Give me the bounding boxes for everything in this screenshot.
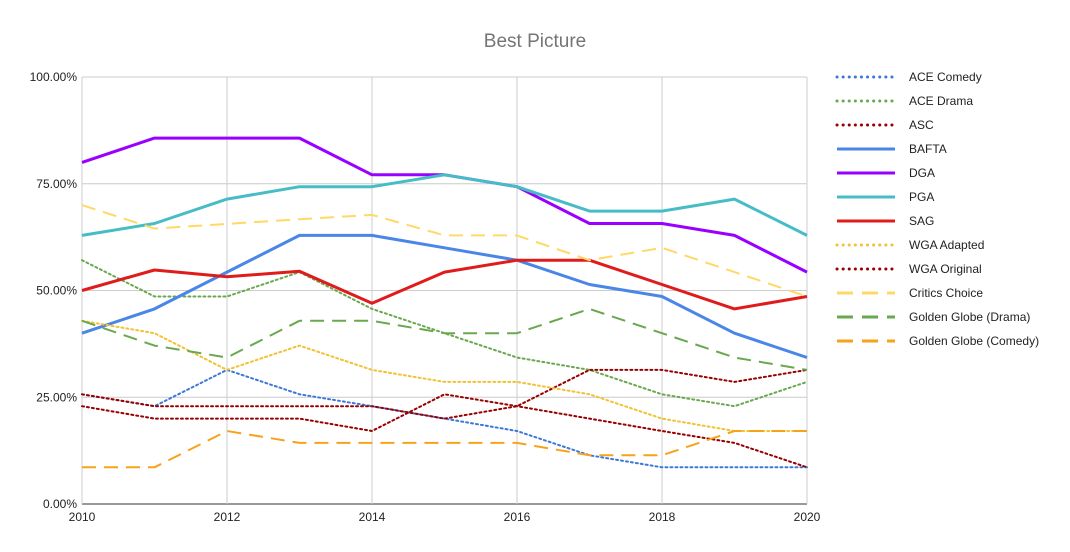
axes: 0.00% 25.00% 50.00% 75.00% 100.00% 2010 2012 20… xyxy=(30,70,821,524)
legend-label: DGA xyxy=(909,166,935,180)
series-line-critics-choice xyxy=(81,204,808,298)
x-tick-label: 2016 xyxy=(504,510,531,524)
legend-label: WGA Original xyxy=(909,262,982,276)
legend-label: PGA xyxy=(909,190,934,204)
x-tick-label: 2020 xyxy=(794,510,821,524)
legend-label: ASC xyxy=(909,118,934,132)
series-line-bafta xyxy=(81,233,808,359)
legend-label: Golden Globe (Drama) xyxy=(909,310,1030,324)
legend-label: Critics Choice xyxy=(909,286,983,300)
series-line-wga-adapted xyxy=(81,319,808,432)
series-line-ace-comedy xyxy=(81,368,808,469)
legend-label: WGA Adapted xyxy=(909,238,984,252)
legend-label: BAFTA xyxy=(909,142,947,156)
legend-label: SAG xyxy=(909,214,934,228)
x-tick-label: 2012 xyxy=(214,510,241,524)
series-line-wga-original xyxy=(81,393,808,469)
series-line-golden-globe-drama xyxy=(81,307,808,371)
y-tick-label: 25.00% xyxy=(36,390,77,404)
legend-label: ACE Comedy xyxy=(909,70,982,84)
chart-title: Best Picture xyxy=(484,31,586,52)
series-line-sag xyxy=(81,258,808,311)
series-line-golden-globe-comedy xyxy=(82,430,807,469)
y-tick-label: 0.00% xyxy=(43,497,77,511)
y-tick-label: 50.00% xyxy=(36,284,77,298)
y-tick-label: 75.00% xyxy=(36,177,77,191)
x-tick-label: 2018 xyxy=(649,510,676,524)
y-tick-label: 100.00% xyxy=(30,70,78,84)
series-lines xyxy=(81,136,808,469)
x-tick-label: 2014 xyxy=(359,510,386,524)
legend-label: Golden Globe (Comedy) xyxy=(909,334,1039,348)
legend: ACE Comedy ACE Drama ASC BAFTA DGA PGA SAG WGA … xyxy=(835,70,1039,348)
legend-label: ACE Drama xyxy=(909,94,973,108)
series-line-pga xyxy=(81,173,808,237)
x-tick-label: 2010 xyxy=(69,510,96,524)
series-line-asc xyxy=(81,368,808,420)
